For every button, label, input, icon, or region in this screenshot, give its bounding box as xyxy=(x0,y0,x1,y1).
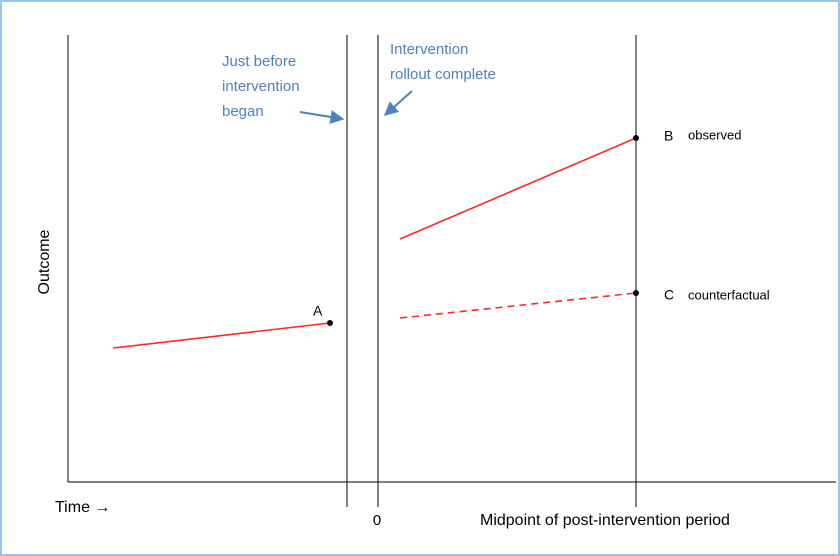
annotation: began xyxy=(222,103,264,120)
annotation: rollout complete xyxy=(390,66,496,83)
annotation: Intervention xyxy=(390,41,468,58)
zero-label: 0 xyxy=(373,512,381,529)
annotation: Just before xyxy=(222,53,296,70)
rollout-arrow xyxy=(383,90,413,116)
counterfactual-trend xyxy=(399,292,637,319)
before-arrow xyxy=(299,110,345,124)
point-description: counterfactual xyxy=(688,287,770,302)
pre-trend xyxy=(112,322,331,349)
midpoint-label: Midpoint of post-intervention period xyxy=(480,512,730,529)
point-label: C xyxy=(664,287,674,303)
point-label: B xyxy=(664,128,673,144)
annotation: intervention xyxy=(222,78,300,95)
point-label: A xyxy=(313,303,323,319)
point-b xyxy=(633,135,639,141)
y-axis-label: Outcome xyxy=(36,229,53,294)
point-c xyxy=(633,290,639,296)
x-axis-label: Time → xyxy=(55,499,110,516)
point-description: observed xyxy=(688,127,741,142)
point-a xyxy=(327,320,333,326)
observed-trend xyxy=(399,137,637,240)
